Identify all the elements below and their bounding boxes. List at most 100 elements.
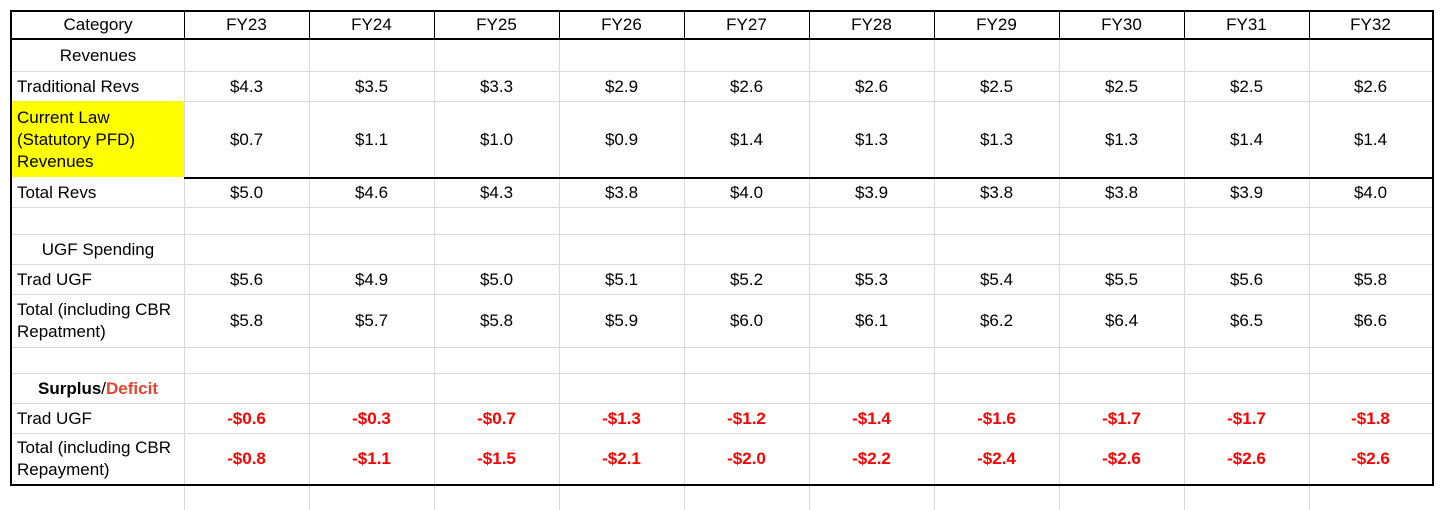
deficit-label: Deficit — [106, 378, 158, 398]
value-cell: $3.8 — [1104, 183, 1139, 202]
value-cell: $5.4 — [979, 269, 1014, 289]
value-cell: $5.2 — [729, 269, 764, 289]
header-border — [10, 38, 1434, 40]
row-label-trad-ugf: Trad UGF — [17, 269, 92, 289]
value-cell: $5.0 — [229, 183, 264, 202]
value-cell: $3.9 — [1229, 183, 1264, 202]
gridline — [10, 373, 1434, 374]
deficit-cell: -$0.7 — [477, 408, 516, 428]
value-cell: $5.0 — [479, 269, 514, 289]
deficit-cell: -$1.4 — [852, 408, 891, 428]
value-cell: $4.3 — [229, 76, 264, 96]
row-label-total-revs: Total Revs — [17, 183, 97, 202]
section-label-ugf-spending: UGF Spending — [41, 239, 155, 259]
deficit-cell: -$0.8 — [227, 449, 266, 468]
deficit-cell: -$1.5 — [477, 449, 516, 468]
header-divider — [809, 10, 810, 40]
value-cell: $6.5 — [1229, 311, 1264, 330]
value-cell: $2.6 — [854, 76, 889, 96]
value-cell: $3.3 — [479, 76, 514, 96]
header-year: FY32 — [1350, 15, 1391, 34]
value-cell: $6.2 — [979, 311, 1014, 330]
deficit-cell: -$1.7 — [1102, 408, 1141, 428]
row-label-total-spending: Total (including CBR Repatment) — [17, 300, 172, 341]
header-divider — [184, 10, 185, 40]
value-cell: $1.1 — [354, 129, 389, 149]
deficit-cell: -$2.6 — [1227, 449, 1266, 468]
value-cell: $2.6 — [1353, 76, 1388, 96]
gridline — [1309, 10, 1310, 510]
deficit-cell: -$2.4 — [977, 449, 1016, 468]
value-cell: $2.5 — [979, 76, 1014, 96]
surplus-label: Surplus — [38, 378, 102, 398]
gridline — [559, 10, 560, 510]
table-border — [10, 10, 1434, 12]
value-cell: $3.8 — [979, 183, 1014, 202]
deficit-cell: -$1.8 — [1351, 408, 1390, 428]
row-label-trad-ugf-balance: Trad UGF — [17, 408, 92, 428]
gridline — [10, 264, 1434, 265]
header-divider — [559, 10, 560, 40]
gridline — [934, 10, 935, 510]
value-cell: $5.6 — [1229, 269, 1264, 289]
value-cell: $2.5 — [1104, 76, 1139, 96]
value-cell: $1.4 — [1229, 129, 1264, 149]
value-cell: $4.9 — [354, 269, 389, 289]
value-cell: $1.3 — [979, 129, 1014, 149]
label-separator: / — [101, 378, 107, 398]
gridline — [1059, 10, 1060, 510]
deficit-cell: -$1.3 — [602, 408, 641, 428]
value-cell: $1.3 — [854, 129, 889, 149]
value-cell: $3.9 — [854, 183, 889, 202]
header-divider — [1309, 10, 1310, 40]
gridline — [10, 207, 1434, 208]
header-divider — [434, 10, 435, 40]
value-cell: $2.5 — [1229, 76, 1264, 96]
value-cell: $6.6 — [1353, 311, 1388, 330]
value-cell: $1.3 — [1104, 129, 1139, 149]
value-cell: $3.5 — [354, 76, 389, 96]
value-cell: $5.5 — [1104, 269, 1139, 289]
deficit-cell: -$0.6 — [227, 408, 266, 428]
deficit-cell: -$1.2 — [727, 408, 766, 428]
header-year: FY25 — [476, 15, 517, 34]
gridline — [10, 347, 1434, 348]
value-cell: $5.8 — [1353, 269, 1388, 289]
value-cell: $4.0 — [1353, 183, 1388, 202]
value-cell: $1.4 — [1353, 129, 1388, 149]
header-divider — [934, 10, 935, 40]
value-cell: $5.8 — [479, 311, 514, 330]
header-year: FY30 — [1101, 15, 1142, 34]
gridline — [10, 234, 1434, 235]
gridline — [10, 71, 1434, 72]
gridline — [10, 403, 1434, 404]
header-year: FY29 — [976, 15, 1017, 34]
gridline — [309, 10, 310, 510]
value-cell: $6.1 — [854, 311, 889, 330]
header-divider — [1184, 10, 1185, 40]
deficit-cell: -$2.0 — [727, 449, 766, 468]
value-cell: $4.3 — [479, 183, 514, 202]
value-cell: $6.0 — [729, 311, 764, 330]
value-cell: $2.9 — [604, 76, 639, 96]
header-year: FY26 — [601, 15, 642, 34]
section-label-revenues: Revenues — [59, 45, 137, 65]
gridline — [809, 10, 810, 510]
gridline — [434, 10, 435, 510]
value-cell: $5.6 — [229, 269, 264, 289]
highlight-fill — [10, 101, 184, 177]
spreadsheet-table: Category FY23 FY24 FY25 FY26 FY27 FY28 F… — [10, 10, 1434, 510]
deficit-cell: -$2.1 — [602, 449, 641, 468]
value-cell: $1.0 — [479, 129, 514, 149]
header-year: FY28 — [851, 15, 892, 34]
gridline — [10, 294, 1434, 295]
header-year: FY24 — [351, 15, 392, 34]
header-divider — [1059, 10, 1060, 40]
total-border — [184, 177, 1434, 179]
value-cell: $5.9 — [604, 311, 639, 330]
deficit-cell: -$0.3 — [352, 408, 391, 428]
header-divider — [684, 10, 685, 40]
table-border — [10, 484, 1434, 486]
row-label-traditional-revs: Traditional Revs — [17, 76, 140, 96]
value-cell: $0.7 — [229, 129, 264, 149]
